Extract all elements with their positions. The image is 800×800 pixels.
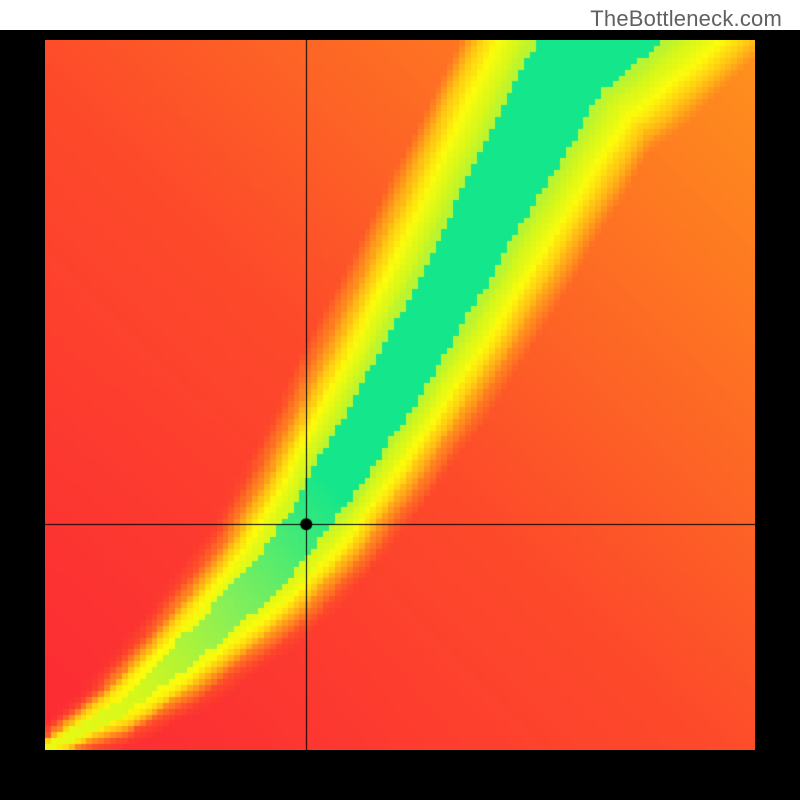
heatmap-canvas: [45, 40, 755, 750]
watermark-text: TheBottleneck.com: [590, 6, 782, 32]
chart-outer-frame: [0, 30, 800, 800]
heatmap-plot: [45, 40, 755, 750]
